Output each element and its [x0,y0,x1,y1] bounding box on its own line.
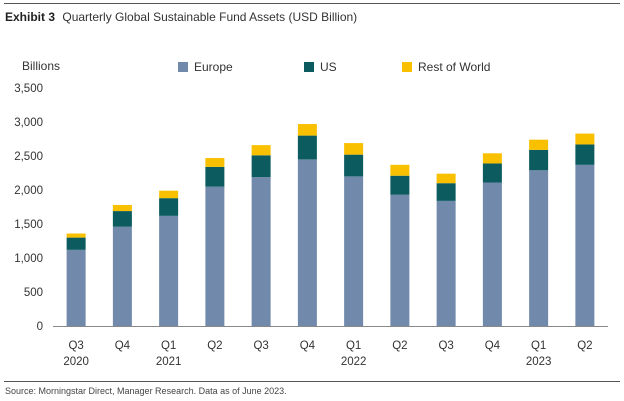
y-tick-label: 2,000 [14,185,43,197]
bar-rest-of-world [159,190,179,199]
bar-rest-of-world [251,145,271,156]
x-tick-year-label: 2022 [341,356,367,368]
x-tick-label: Q1 [346,340,361,352]
bar-europe [344,176,364,326]
legend: Europe US Rest of World [178,60,490,74]
x-tick-label: Q3 [253,340,268,352]
bar-rest-of-world [529,139,549,150]
bar-rest-of-world [66,233,86,238]
x-axis: Q3 2020 Q4 Q1 2021 Q2 Q3 Q4 Q1 2022 Q2 Q3 Q4 Q1 2023 Q2 [53,326,608,368]
bar-europe [251,177,271,326]
bar-rest-of-world [297,124,317,136]
source-note: Source: Morningstar Direct, Manager Rese… [5,386,287,396]
x-tick-label: Q2 [207,340,222,352]
bar-us [205,166,225,187]
y-tick-label: 1,500 [14,219,43,231]
bar-europe [529,170,549,326]
y-tick-label: 500 [24,287,43,299]
y-axis-title: Billions [22,59,60,73]
bar-europe [112,226,132,326]
bar-rest-of-world [436,173,456,184]
legend-swatch-us [304,62,314,72]
bar-us [575,144,595,165]
bar-us [529,149,549,171]
x-tick-year-label: 2020 [63,356,89,368]
chart-title: Quarterly Global Sustainable Fund Assets… [62,10,358,24]
bar-europe [482,182,502,326]
bar-us [482,163,502,183]
x-tick-label: Q4 [300,340,316,352]
bar-rest-of-world [575,133,595,145]
y-tick-label: 3,000 [14,117,43,129]
bar-europe [159,215,179,326]
bar-rest-of-world [390,164,410,176]
x-tick-year-label: 2021 [156,356,182,368]
bar-us [112,211,132,227]
x-tick-label: Q4 [485,340,501,352]
bar-europe [436,200,456,326]
exhibit-label: Exhibit 3 [5,10,56,24]
legend-label-us: US [320,60,337,74]
bar-us [159,198,179,216]
y-tick-label: 3,500 [14,83,43,95]
bar-rest-of-world [344,143,364,155]
bar-europe [205,186,225,326]
bar-rest-of-world [112,204,132,212]
legend-swatch-rest-of-world [402,62,412,72]
x-tick-label: Q2 [392,340,407,352]
bar-europe [575,164,595,326]
y-axis: 0 500 1,000 1,500 2,000 2,500 3,000 3,500 [14,83,43,333]
y-tick-label: 0 [37,321,43,333]
exhibit-header: Exhibit 3 Quarterly Global Sustainable F… [5,10,357,24]
bar-us [297,135,317,160]
bar-us [436,183,456,201]
bottom-rule [4,381,620,382]
bar-us [251,155,271,178]
bar-rest-of-world [205,158,225,167]
bar-europe [66,249,86,326]
top-rule [4,3,620,4]
x-tick-label: Q3 [68,340,83,352]
bar-us [66,237,86,250]
x-tick-label: Q1 [531,340,546,352]
stacked-bar-chart: Billions Europe US Rest of World 0 500 1,000… [14,59,608,368]
x-tick-label: Q1 [161,340,176,352]
x-tick-year-label: 2023 [526,356,552,368]
x-tick-label: Q4 [115,340,131,352]
bar-rest-of-world [482,153,502,164]
legend-swatch-europe [178,62,188,72]
bar-us [344,154,364,177]
bar-europe [390,194,410,326]
bars [66,124,595,326]
legend-label-rest-of-world: Rest of World [418,60,490,74]
legend-label-europe: Europe [194,60,233,74]
x-tick-label: Q3 [438,340,453,352]
y-tick-label: 1,000 [14,253,43,265]
bar-europe [297,159,317,326]
bar-us [390,175,410,195]
x-tick-label: Q2 [577,340,592,352]
y-tick-label: 2,500 [14,151,43,163]
